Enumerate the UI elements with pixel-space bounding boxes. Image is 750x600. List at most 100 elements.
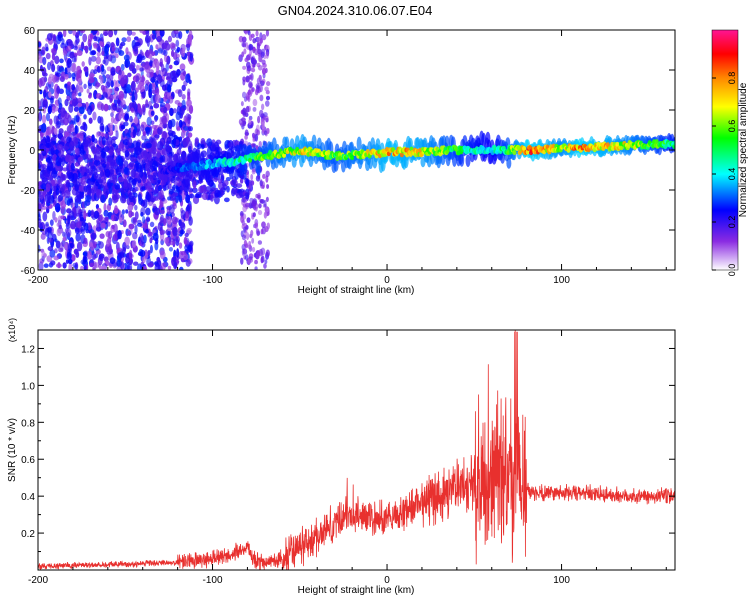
spectrogram-cell	[75, 147, 80, 156]
spectrogram-cell	[144, 83, 149, 92]
spectrogram-cell	[100, 103, 105, 112]
spectrogram-cell	[60, 200, 67, 209]
spectrogram-cell	[175, 111, 181, 121]
spectrogram-cell	[140, 207, 146, 216]
spectrogram-cell	[100, 64, 105, 73]
spectrogram-cell	[131, 240, 137, 248]
spectrogram-cell	[154, 87, 160, 96]
spectrogram-cell	[99, 75, 104, 85]
spectrogram-cell	[192, 180, 197, 190]
spectrogram-cell	[264, 100, 270, 107]
spectrogram-cell	[254, 222, 259, 229]
spectrogram-cell	[119, 43, 123, 49]
spectrogram-cell	[172, 108, 177, 114]
spectrogram-cell	[101, 125, 105, 132]
spectrogram-cell	[99, 116, 104, 126]
spectrogram-cell	[100, 222, 106, 229]
spectrogram-cell	[241, 197, 247, 203]
spectrogram-cell	[254, 266, 258, 270]
spectrogram-cell	[105, 216, 109, 221]
spectrogram-cell	[83, 237, 88, 245]
spectrogram-cell	[166, 136, 172, 144]
spectrogram-cell	[185, 30, 190, 34]
spectrogram-cell	[160, 209, 165, 215]
spectrogram-cell	[161, 115, 167, 125]
spectrogram-cell	[38, 162, 41, 171]
spectrogram-cell	[95, 36, 101, 42]
spectrogram-cell	[262, 173, 266, 179]
spectrogram-cell	[120, 63, 125, 71]
spectrogram-cell	[44, 193, 51, 204]
spectrogram-cell	[132, 128, 136, 138]
spectrogram-cell	[67, 215, 71, 225]
spectrogram-cell	[139, 30, 144, 34]
spectrogram-cell	[255, 83, 261, 89]
spectrogram-cell	[106, 244, 113, 253]
spectrogram-cell	[162, 184, 167, 192]
spectrogram-cell	[170, 118, 176, 128]
spectrogram-cell	[181, 93, 186, 100]
spectrogram-cell	[187, 132, 193, 138]
spectrogram-cell	[79, 211, 83, 217]
spectrogram-cell	[56, 64, 61, 72]
spectrogram-cell	[114, 148, 122, 153]
spectrogram-cell	[171, 76, 178, 83]
spectrogram-xtick-label: 0	[384, 275, 390, 286]
spectrogram-cell	[173, 30, 179, 35]
snr-axes: -200 -100 0 100 0.2 0.4 0.6 0.8 1.0 1.2	[21, 329, 675, 586]
spectrogram-cell	[62, 30, 67, 38]
spectrogram-cell	[176, 248, 180, 258]
spectrogram-cell	[146, 217, 151, 223]
spectrogram-cell	[77, 156, 84, 162]
spectrogram-cell	[45, 112, 51, 122]
spectrogram-cell	[145, 185, 151, 191]
spectrogram-cell	[132, 188, 137, 193]
spectrogram-cell	[131, 94, 136, 103]
spectrogram-cell	[93, 243, 97, 249]
spectrogram-cell	[153, 72, 157, 80]
spectrogram-cell	[160, 262, 166, 270]
spectrogram-cell	[41, 177, 49, 185]
spectrogram-cell	[107, 30, 114, 38]
spectrogram-cell	[110, 161, 115, 169]
spectrogram-cell	[242, 121, 246, 127]
spectrogram-cell	[55, 120, 62, 128]
spectrogram-cell	[245, 75, 250, 83]
spectrogram-cell	[64, 131, 70, 138]
spectrogram-cell	[83, 210, 87, 220]
spectrogram-cell	[169, 107, 174, 117]
spectrogram-cell	[114, 106, 120, 111]
spectrogram-cell	[103, 203, 107, 212]
spectrogram-xtick-label: -100	[203, 275, 223, 286]
spectrogram-cell	[142, 159, 146, 164]
spectrogram-cell	[159, 250, 166, 260]
spectrogram-cell	[73, 106, 79, 112]
spectrogram-cell	[132, 100, 137, 109]
spectrogram-cell	[40, 123, 47, 133]
spectrogram-cell	[167, 265, 172, 270]
spectrogram-cell	[257, 240, 263, 245]
spectrogram-cell	[251, 168, 256, 175]
spectrogram-cell	[250, 73, 254, 81]
spectrogram-cell	[168, 95, 174, 104]
spectrogram-cell	[103, 209, 109, 217]
spectrogram-cell	[54, 71, 59, 76]
spectrogram-cell	[139, 67, 144, 72]
spectrogram-cell	[265, 249, 270, 258]
spectrogram-cell	[175, 57, 180, 66]
spectrogram-cell	[156, 35, 163, 43]
spectrogram-cell	[250, 173, 254, 181]
spectrogram-cell	[252, 106, 257, 112]
spectrogram-cell	[350, 155, 355, 161]
spectrogram-cell	[62, 50, 68, 56]
spectrogram-cell	[45, 183, 51, 191]
spectrogram-cell	[261, 78, 266, 84]
colorbar-label: Normalized spectral amplitude	[738, 82, 749, 217]
spectrogram-cell	[141, 143, 146, 149]
spectrogram-cell	[158, 77, 163, 82]
spectrogram-cell	[522, 145, 527, 151]
spectrogram-cell	[64, 99, 69, 107]
spectrogram-cell	[259, 84, 263, 93]
spectrogram-cell	[45, 221, 49, 227]
spectrogram-cell	[252, 98, 258, 107]
